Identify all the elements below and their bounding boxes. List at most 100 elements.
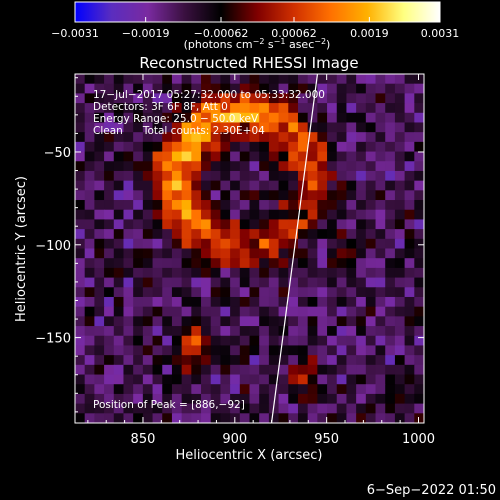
heatmap-cell — [104, 122, 115, 133]
heatmap-cell — [162, 374, 173, 385]
heatmap-cell — [191, 141, 202, 153]
heatmap-cell — [133, 364, 144, 376]
heatmap-cell — [191, 170, 202, 182]
heatmap-cell — [278, 180, 289, 191]
heatmap-cell — [288, 112, 299, 124]
heatmap-cell — [239, 413, 251, 423]
heatmap-cell — [201, 93, 212, 104]
heatmap-cell — [113, 93, 125, 104]
heatmap-cell — [297, 190, 309, 201]
heatmap-cell — [307, 74, 318, 85]
heatmap-cell — [133, 180, 144, 191]
heatmap-cell — [104, 258, 115, 269]
heatmap-cell — [307, 326, 318, 337]
heatmap-cell — [249, 403, 260, 414]
heatmap-cell — [356, 248, 367, 259]
heatmap-cell — [75, 374, 86, 385]
heatmap-cell — [259, 335, 270, 347]
heatmap-cell — [162, 345, 173, 356]
heatmap-cell — [327, 316, 338, 327]
heatmap-cell — [385, 335, 396, 347]
heatmap-cell — [394, 161, 406, 172]
heatmap-cell — [94, 229, 105, 240]
heatmap-cell — [336, 326, 348, 337]
heatmap-cell — [171, 355, 183, 366]
heatmap-cell — [171, 209, 183, 221]
heatmap-cell — [94, 335, 105, 347]
heatmap-cell — [375, 200, 386, 211]
heatmap-cell — [375, 132, 386, 143]
heatmap-cell — [404, 413, 415, 423]
heatmap-cell — [317, 345, 328, 356]
heatmap-cell — [356, 170, 367, 182]
heatmap-cell — [201, 335, 212, 347]
heatmap-cell — [327, 103, 338, 114]
heatmap-cell — [201, 170, 212, 182]
heatmap-cell — [84, 151, 95, 162]
heatmap-cell — [394, 141, 406, 153]
heatmap-cell — [152, 238, 163, 250]
heatmap-cell — [327, 209, 338, 221]
heatmap-cell — [346, 296, 357, 308]
heatmap-cell — [278, 258, 289, 269]
heatmap-cell — [414, 103, 424, 114]
heatmap-cell — [94, 364, 105, 376]
heatmap-cell — [220, 229, 231, 240]
heatmap-cell — [210, 83, 222, 94]
heatmap-cell — [113, 229, 125, 240]
heatmap-cell — [239, 83, 251, 94]
heatmap-cell — [259, 403, 270, 414]
heatmap-cell — [268, 413, 280, 423]
heatmap-cell — [336, 345, 348, 356]
heatmap-cell — [394, 209, 406, 221]
heatmap-cell — [133, 403, 144, 414]
heatmap-cell — [278, 413, 289, 423]
heatmap-cell — [297, 112, 309, 124]
heatmap-cell — [220, 248, 231, 259]
heatmap-cell — [181, 335, 192, 347]
heatmap-cell — [278, 141, 289, 153]
heatmap-cell — [336, 258, 348, 269]
heatmap-cell — [394, 180, 406, 191]
heatmap-cell — [133, 151, 144, 162]
heatmap-cell — [142, 229, 154, 240]
heatmap-cell — [414, 306, 424, 317]
heatmap-cell — [278, 229, 289, 240]
heatmap-cell — [191, 161, 202, 172]
heatmap-cell — [365, 180, 377, 191]
heatmap-cell — [133, 200, 144, 211]
heatmap-cell — [346, 403, 357, 414]
heatmap-cell — [317, 219, 328, 230]
heatmap-cell — [365, 83, 377, 94]
heatmap-cell — [75, 335, 86, 347]
heatmap-cell — [201, 229, 212, 240]
heatmap-cell — [142, 112, 154, 124]
heatmap-cell — [220, 335, 231, 347]
heatmap-cell — [171, 364, 183, 376]
heatmap-cell — [385, 306, 396, 317]
heatmap-cell — [317, 413, 328, 423]
heatmap-cell — [394, 364, 406, 376]
heatmap-cell — [220, 413, 231, 423]
heatmap-cell — [327, 190, 338, 201]
heatmap-cell — [94, 403, 105, 414]
heatmap-cell — [162, 403, 173, 414]
heatmap-cell — [375, 355, 386, 366]
heatmap-cell — [375, 326, 386, 337]
heatmap-cell — [259, 200, 270, 211]
heatmap-cell — [268, 238, 280, 250]
heatmap-cell — [268, 151, 280, 162]
heatmap-cell — [375, 364, 386, 376]
heatmap-cell — [356, 306, 367, 317]
heatmap-cell — [123, 83, 134, 94]
heatmap-cell — [249, 393, 260, 405]
heatmap-cell — [297, 151, 309, 162]
heatmap-cell — [123, 209, 134, 221]
heatmap-cell — [230, 364, 241, 376]
heatmap-cell — [404, 374, 415, 385]
heatmap-cell — [346, 200, 357, 211]
heatmap-cell — [346, 335, 357, 347]
heatmap-cell — [84, 364, 95, 376]
heatmap-cell — [104, 161, 115, 172]
heatmap-cell — [181, 141, 192, 153]
